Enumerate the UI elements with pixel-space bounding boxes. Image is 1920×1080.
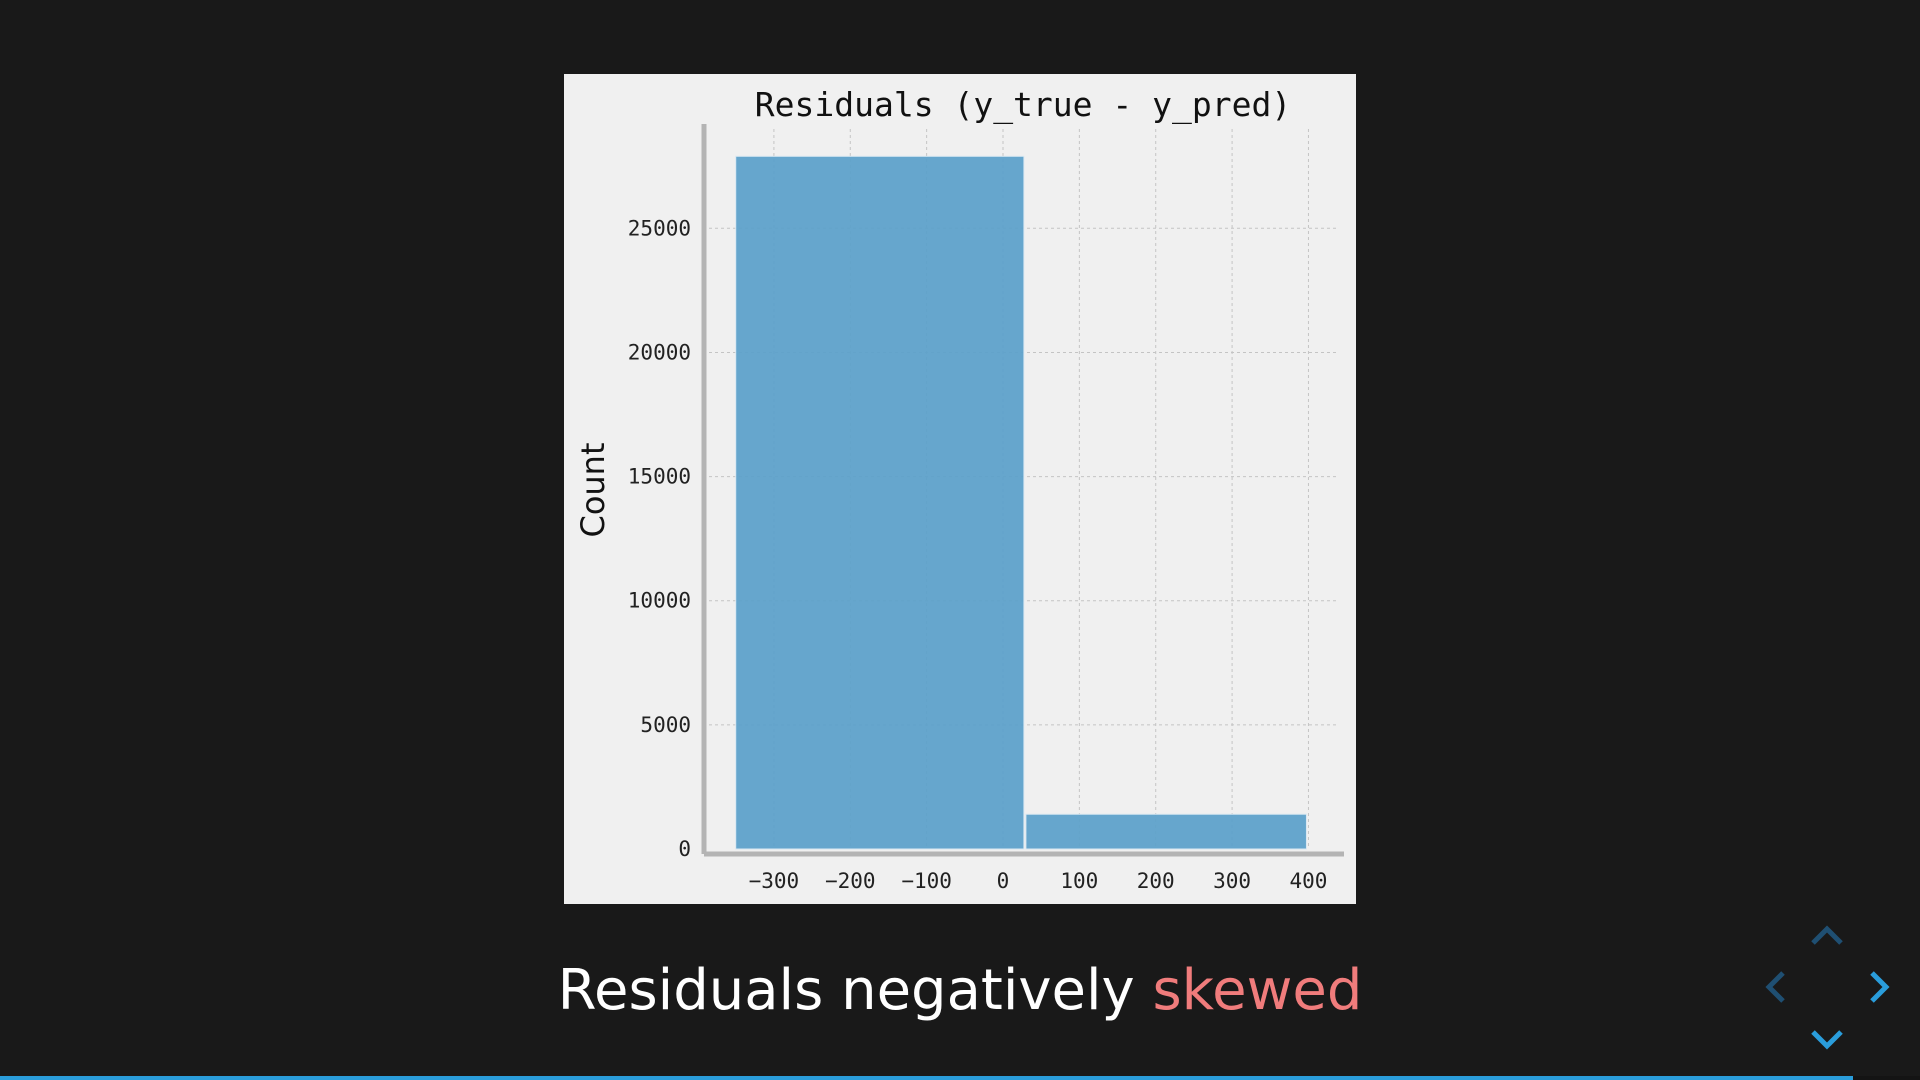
- x-tick-label: −300: [749, 869, 800, 893]
- x-tick-label: 400: [1289, 869, 1327, 893]
- chevron-up-icon: [1811, 925, 1843, 945]
- y-tick-labels: 0 5000 10000 15000 20000 25000: [628, 216, 691, 861]
- chevron-right-icon: [1870, 971, 1890, 1003]
- residuals-histogram: −300 −200 −100 0 100 200 300 400 0 5000 10000 1500…: [564, 74, 1356, 904]
- y-tick-label: 0: [678, 837, 691, 861]
- chart-title: Residuals (y_true - y_pred): [755, 85, 1291, 125]
- y-tick-label: 20000: [628, 340, 691, 364]
- x-tick-label: 0: [997, 869, 1010, 893]
- x-tick-label: 100: [1060, 869, 1098, 893]
- x-tick-labels: −300 −200 −100 0 100 200 300 400: [749, 869, 1328, 893]
- navigate-down-button[interactable]: [1807, 1020, 1847, 1060]
- caption-highlight: skewed: [1152, 958, 1363, 1023]
- histogram-bar: [1025, 813, 1307, 850]
- y-tick-label: 25000: [628, 216, 691, 240]
- slide-caption: Residuals negatively skewed: [0, 955, 1920, 1027]
- chart-canvas: −300 −200 −100 0 100 200 300 400 0 5000 10000 1500…: [574, 85, 1344, 893]
- navigate-left-button[interactable]: [1755, 967, 1795, 1007]
- x-tick-label: 300: [1213, 869, 1251, 893]
- chevron-left-icon: [1765, 971, 1785, 1003]
- histogram-bar: [735, 155, 1025, 850]
- navigate-right-button[interactable]: [1860, 967, 1900, 1007]
- axes: [701, 124, 1344, 857]
- y-axis-label: Count: [574, 442, 612, 537]
- x-tick-label: 200: [1137, 869, 1175, 893]
- chevron-down-icon: [1811, 1030, 1843, 1050]
- histogram-bars: [735, 155, 1307, 850]
- navigation-controls: [1755, 915, 1900, 1060]
- x-tick-label: −200: [825, 869, 876, 893]
- y-tick-label: 10000: [628, 589, 691, 613]
- caption-text: Residuals negatively: [557, 958, 1153, 1023]
- progress-bar: [0, 1076, 1920, 1080]
- y-tick-label: 5000: [640, 713, 691, 737]
- x-tick-label: −100: [901, 869, 952, 893]
- y-tick-label: 15000: [628, 465, 691, 489]
- progress-fill: [0, 1076, 1853, 1080]
- navigate-up-button[interactable]: [1807, 915, 1847, 955]
